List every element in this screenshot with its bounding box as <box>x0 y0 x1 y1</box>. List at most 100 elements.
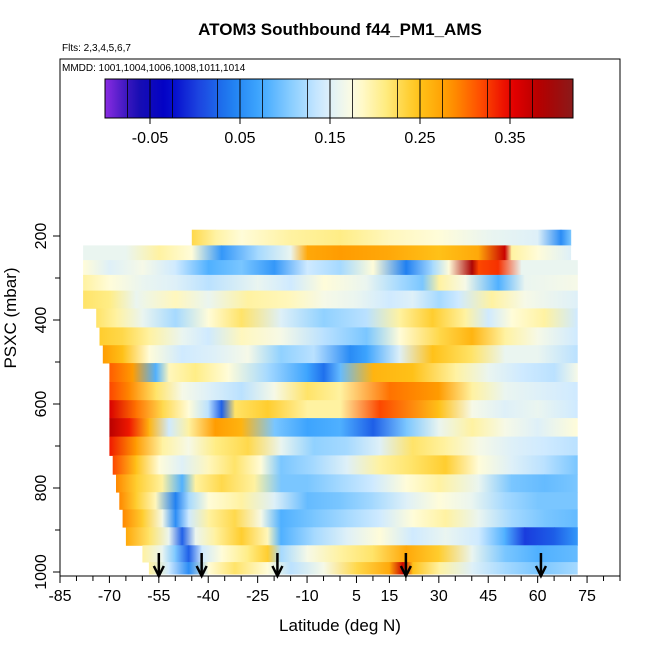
heatmap-cell <box>290 274 325 291</box>
heatmap-cell <box>524 274 578 291</box>
heatmap-cell <box>188 400 209 419</box>
heatmap-cell <box>241 327 282 346</box>
heatmap-cell <box>175 308 209 328</box>
heatmap-cell <box>214 229 242 246</box>
heatmap-cell <box>181 527 196 546</box>
heatmap-cell <box>340 245 390 261</box>
heatmap-cell <box>471 400 506 419</box>
heatmap-cell <box>432 308 466 328</box>
heatmap-cell <box>112 455 137 475</box>
heatmap-cell <box>537 492 578 510</box>
heatmap-cell <box>544 308 578 328</box>
x-tick-label: -10 <box>295 588 318 605</box>
heatmap-cell <box>445 509 479 528</box>
heatmap-cell <box>438 492 473 510</box>
heatmap-cell <box>399 308 433 328</box>
heatmap-cell <box>488 308 512 328</box>
heatmap-cell <box>438 327 473 346</box>
heatmap-cell <box>208 455 236 475</box>
heatmap-cell <box>537 345 578 364</box>
heatmap-cell <box>323 274 367 291</box>
heatmap-cell <box>247 436 282 456</box>
heatmap-cell <box>214 527 242 546</box>
heatmap-cell <box>83 290 111 309</box>
heatmap-cell <box>122 327 150 346</box>
heatmap-cell <box>109 363 134 383</box>
heatmap-cell <box>471 382 506 401</box>
heatmap-cell <box>478 260 499 276</box>
heatmap-cell <box>274 418 308 437</box>
x-axis: -85 -70 -55 -40 -25 -10 5 15 30 45 60 75 <box>48 576 621 605</box>
heatmap-cell <box>544 436 578 456</box>
heatmap-cell <box>155 492 176 510</box>
heatmap-cell <box>313 345 351 364</box>
x-tick-label: -70 <box>98 588 121 605</box>
heatmap-cell <box>379 436 413 456</box>
heatmap-cell <box>247 290 292 309</box>
heatmap-cell <box>521 363 555 383</box>
heatmap-cell <box>135 436 163 456</box>
heatmap-cell <box>195 527 216 546</box>
heatmap-cell <box>109 418 130 437</box>
heatmap-cell <box>554 363 578 383</box>
heatmap-cell <box>208 308 242 328</box>
x-tick-label: 45 <box>479 588 497 605</box>
heatmap-cell <box>214 436 249 456</box>
heatmap-cell <box>214 418 242 437</box>
heatmap-cell <box>389 290 414 309</box>
heatmap-cell <box>504 545 539 563</box>
heatmap-cell <box>504 345 539 364</box>
heatmap-cell <box>307 492 341 510</box>
heatmap-cell <box>142 260 176 276</box>
heatmap-cell <box>109 400 137 419</box>
heatmap-cell <box>188 509 209 528</box>
x-tick-label: 15 <box>381 588 399 605</box>
y-tick-label: 400 <box>33 307 50 334</box>
heatmap-cell <box>221 400 236 419</box>
heatmap-cell <box>372 418 407 437</box>
heatmap-cell <box>323 327 367 346</box>
heatmap-cell <box>280 436 315 456</box>
heatmap-cell <box>504 327 539 346</box>
heatmap-cell <box>96 308 117 328</box>
heatmap-cell <box>340 545 374 563</box>
heatmap-cell <box>267 527 282 546</box>
heatmap-cell <box>313 527 348 546</box>
heatmap-cell <box>168 562 190 575</box>
heatmap-cell <box>471 562 506 575</box>
dates-label: MMDD: 1001,1004,1006,1008,1011,1014 <box>62 63 246 74</box>
heatmap-cell <box>379 455 413 475</box>
heatmap-cell <box>504 400 539 419</box>
heatmap-cell <box>221 245 259 261</box>
heatmap-cell <box>280 455 315 475</box>
heatmap-cell <box>257 274 292 291</box>
heatmap-cell <box>356 562 390 575</box>
heatmap-cell <box>478 436 512 456</box>
heatmap-cell <box>511 474 545 493</box>
heatmap-cell <box>323 562 357 575</box>
heatmap-cell <box>274 382 308 401</box>
heatmap-cell <box>389 245 440 261</box>
heatmap-cell <box>307 363 325 383</box>
heatmap-cell <box>83 274 111 291</box>
y-tick-label: 600 <box>33 391 50 418</box>
heatmap-cell <box>544 455 578 475</box>
heatmap-cell <box>254 474 282 493</box>
heatmap-cell <box>290 229 341 246</box>
heatmap-cell <box>511 509 545 528</box>
heatmap-cell <box>109 290 137 309</box>
heatmap-cell <box>241 260 275 276</box>
heatmap-cell <box>188 436 216 456</box>
heatmap-cell <box>524 527 555 546</box>
heatmap-cell <box>340 474 374 493</box>
heatmap-cell <box>438 229 489 246</box>
heatmap-cell <box>142 308 176 328</box>
heatmap-cell <box>471 545 506 563</box>
heatmap-cell <box>162 436 190 456</box>
heatmap-cell <box>438 400 473 419</box>
heatmap-cell <box>438 545 473 563</box>
heatmap-cell <box>241 492 275 510</box>
heatmap-cell <box>155 382 183 401</box>
heatmap-cell <box>340 418 374 437</box>
